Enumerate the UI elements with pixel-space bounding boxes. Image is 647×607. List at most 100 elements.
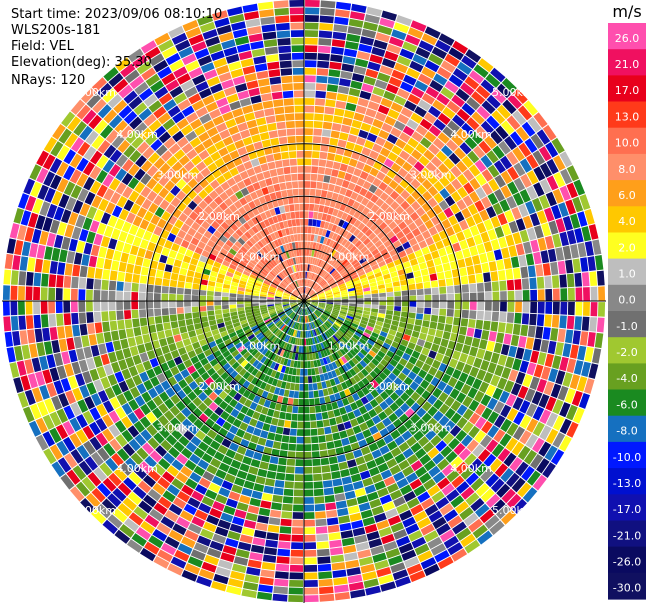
range-gate-cell bbox=[252, 182, 261, 191]
range-gate-cell bbox=[211, 475, 224, 487]
range-gate-cell bbox=[544, 235, 555, 250]
range-gate-cell bbox=[243, 177, 252, 187]
range-gate-cell bbox=[82, 161, 95, 176]
range-gate-cell bbox=[399, 150, 410, 161]
range-gate-cell bbox=[339, 312, 347, 317]
range-gate-cell bbox=[496, 104, 511, 120]
range-gate-cell bbox=[290, 274, 295, 281]
range-gate-cell bbox=[286, 359, 292, 367]
range-gate-cell bbox=[318, 317, 324, 324]
range-gate-cell bbox=[192, 194, 203, 205]
range-gate-cell bbox=[284, 174, 292, 182]
range-gate-cell bbox=[413, 485, 427, 497]
range-gate-cell bbox=[255, 476, 266, 485]
range-gate-cell bbox=[292, 257, 297, 265]
range-gate-cell bbox=[324, 167, 333, 176]
range-gate-cell bbox=[37, 401, 49, 417]
range-gate-cell bbox=[174, 549, 190, 562]
range-gate-cell bbox=[361, 260, 369, 267]
range-gate-cell bbox=[357, 270, 366, 277]
range-gate-cell bbox=[461, 102, 476, 116]
range-gate-cell bbox=[388, 372, 397, 382]
range-gate-cell bbox=[324, 322, 330, 329]
range-gate-cell bbox=[56, 440, 70, 456]
range-gate-cell bbox=[354, 251, 362, 259]
range-gate-cell bbox=[162, 471, 175, 483]
range-gate-cell bbox=[375, 395, 384, 405]
range-gate-cell bbox=[298, 287, 302, 295]
range-gate-cell bbox=[536, 276, 545, 289]
range-gate-cell bbox=[133, 506, 148, 520]
range-gate-cell bbox=[178, 246, 187, 255]
range-gate-cell bbox=[464, 539, 481, 554]
range-gate-cell bbox=[401, 306, 409, 312]
range-gate-cell bbox=[107, 493, 122, 508]
range-ring-label: 1.00km bbox=[239, 250, 281, 263]
range-gate-cell bbox=[565, 199, 576, 215]
range-gate-cell bbox=[379, 292, 386, 297]
range-gate-cell bbox=[435, 240, 445, 250]
range-gate-cell bbox=[207, 310, 215, 316]
range-gate-cell bbox=[407, 317, 415, 325]
range-gate-cell bbox=[44, 187, 56, 203]
range-gate-cell bbox=[287, 451, 296, 459]
range-gate-cell bbox=[139, 283, 147, 293]
range-gate-cell bbox=[247, 333, 255, 341]
range-gate-cell bbox=[209, 108, 222, 119]
range-gate-cell bbox=[349, 226, 357, 234]
range-gate-cell bbox=[138, 500, 153, 514]
range-gate-cell bbox=[340, 124, 351, 134]
range-gate-cell bbox=[270, 313, 277, 318]
range-gate-cell bbox=[386, 458, 398, 469]
range-gate-cell bbox=[91, 135, 105, 150]
range-gate-cell bbox=[347, 95, 359, 105]
range-gate-cell bbox=[321, 333, 327, 341]
range-gate-cell bbox=[252, 327, 260, 334]
range-gate-cell bbox=[423, 341, 433, 350]
range-gate-cell bbox=[285, 181, 293, 190]
range-gate-cell bbox=[505, 234, 515, 247]
range-gate-cell bbox=[158, 415, 169, 427]
range-gate-cell bbox=[555, 247, 565, 261]
range-gate-cell bbox=[215, 122, 228, 133]
range-gate-cell bbox=[269, 286, 277, 291]
range-gate-cell bbox=[197, 333, 206, 341]
range-gate-cell bbox=[4, 253, 14, 270]
range-gate-cell bbox=[236, 470, 248, 480]
range-gate-cell bbox=[61, 209, 72, 224]
range-gate-cell bbox=[183, 430, 195, 441]
range-gate-cell bbox=[560, 168, 573, 185]
range-gate-cell bbox=[332, 310, 339, 315]
range-gate-cell bbox=[277, 238, 283, 246]
range-gate-cell bbox=[124, 69, 140, 84]
range-gate-cell bbox=[150, 80, 165, 93]
range-gate-cell bbox=[190, 237, 200, 246]
range-gate-cell bbox=[224, 217, 234, 226]
range-gate-cell bbox=[237, 304, 244, 308]
range-gate-cell bbox=[259, 258, 267, 266]
range-gate-cell bbox=[389, 464, 402, 476]
range-gate-cell bbox=[262, 423, 271, 432]
range-gate-cell bbox=[513, 411, 525, 426]
range-gate-cell bbox=[269, 334, 276, 342]
range-gate-cell bbox=[167, 124, 180, 137]
range-gate-cell bbox=[347, 411, 356, 420]
range-gate-cell bbox=[498, 270, 506, 281]
range-gate-cell bbox=[161, 308, 169, 316]
range-gate-cell bbox=[222, 288, 230, 293]
range-gate-cell bbox=[231, 318, 240, 324]
range-gate-cell bbox=[259, 461, 269, 470]
range-gate-cell bbox=[354, 331, 362, 338]
range-gate-cell bbox=[439, 403, 450, 415]
range-gate-cell bbox=[264, 340, 271, 348]
range-gate-cell bbox=[382, 226, 392, 235]
range-gate-cell bbox=[309, 406, 316, 414]
range-gate-cell bbox=[49, 261, 58, 274]
range-gate-cell bbox=[172, 327, 180, 336]
range-gate-cell bbox=[115, 57, 131, 72]
range-gate-cell bbox=[523, 241, 532, 254]
range-gate-cell bbox=[304, 75, 316, 83]
range-gate-cell bbox=[217, 444, 229, 455]
range-gate-cell bbox=[353, 210, 362, 219]
range-gate-cell bbox=[483, 241, 493, 253]
